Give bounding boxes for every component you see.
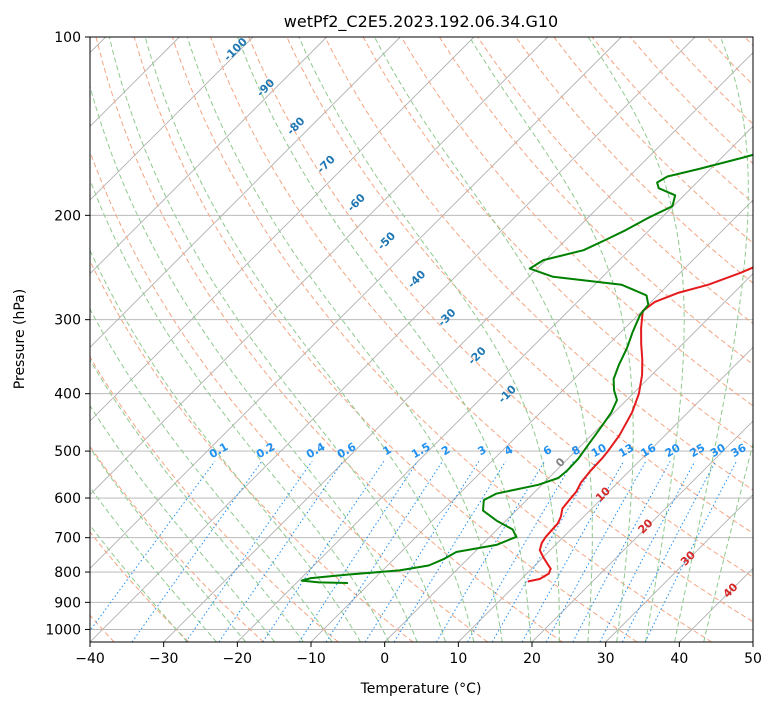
y-tick-label: 200 — [54, 208, 81, 224]
moist-adiabat-line — [144, 37, 475, 642]
x-tick-label: 20 — [523, 651, 541, 667]
mixing-ratio-line — [572, 460, 671, 642]
mixing-ratio-line — [262, 460, 385, 642]
y-tick-label: 500 — [54, 444, 81, 460]
x-tick-label: 10 — [449, 651, 467, 667]
x-axis-label: Temperature (°C) — [360, 681, 482, 697]
mixing-ratio-line — [131, 460, 263, 642]
dry-adiabat-line — [90, 150, 488, 642]
y-tick-label: 300 — [54, 313, 81, 329]
x-tick-label: 40 — [670, 651, 688, 667]
dry-adiabat-line — [248, 37, 753, 578]
mixing-ratio-line — [621, 460, 717, 642]
moist-adiabat-line — [90, 249, 362, 642]
moist-adiabat-line — [108, 37, 446, 642]
x-tick-label: −10 — [296, 651, 326, 667]
plot-frame — [89, 36, 754, 643]
y-tick-label: 100 — [54, 30, 81, 46]
temperature-profile-line — [527, 266, 753, 583]
moist-adiabat-line — [374, 37, 593, 642]
mixing-ratio-line — [545, 460, 647, 642]
y-tick-label: 600 — [54, 491, 81, 507]
moist-adiabat-line — [674, 37, 749, 642]
isotherm-line — [90, 37, 622, 569]
moist-adiabat-line — [703, 441, 753, 642]
dry-adiabat-line — [95, 37, 563, 642]
y-tick-label: 800 — [54, 565, 81, 581]
isotherm-line — [237, 125, 753, 642]
mixing-ratio-line — [90, 460, 216, 632]
y-tick-label: 1000 — [45, 622, 81, 638]
isotherm-line — [163, 52, 753, 642]
dry-adiabat-line — [90, 531, 190, 642]
x-tick-label: 50 — [744, 651, 762, 667]
moist-adiabat-line — [90, 404, 276, 642]
chart-title: wetPf2_C2E5.2023.192.06.34.G10 — [284, 12, 558, 32]
isotherm-line — [90, 37, 327, 275]
mixing-ratio-line — [393, 460, 507, 642]
mixing-ratio-line — [644, 460, 737, 642]
x-tick-label: 0 — [380, 651, 389, 667]
moist-adiabat-line — [186, 37, 503, 642]
isotherm-line — [90, 37, 548, 496]
mixing-ratio-line — [298, 460, 419, 642]
moist-adiabat-line — [90, 358, 304, 642]
moist-adiabat-line — [587, 37, 685, 642]
isotherm-line — [90, 37, 254, 201]
y-axis-label: Pressure (hPa) — [12, 289, 28, 389]
moist-adiabat-line — [90, 308, 333, 642]
x-tick-label: 30 — [597, 651, 615, 667]
dewpoint-profile-line — [300, 153, 753, 584]
y-axis-ticks: 100 200 300 400 500 600 700 800 900 1000 — [45, 30, 90, 638]
dry-adiabat-line — [90, 356, 339, 642]
isotherm-line — [605, 494, 753, 642]
mixing-ratio-line — [325, 460, 444, 642]
dry-adiabat-line — [438, 37, 753, 366]
profile-lines — [300, 153, 753, 584]
y-tick-label: 900 — [54, 595, 81, 611]
mixing-ratio-line — [599, 460, 696, 642]
dry-adiabat-line — [171, 37, 712, 642]
isotherm-line — [531, 420, 753, 642]
dry-adiabat-line — [90, 445, 264, 642]
y-tick-label: 700 — [54, 531, 81, 547]
x-axis-ticks: −40 −30 −20 −10 0 10 20 30 40 50 — [75, 642, 762, 667]
y-tick-label: 400 — [54, 387, 81, 403]
moist-adiabat-line — [237, 37, 532, 642]
isotherm-line — [90, 37, 475, 422]
dry-adiabat-line — [515, 37, 753, 284]
x-tick-label: −40 — [75, 651, 105, 667]
isotherm-line — [90, 37, 401, 348]
moist-adiabat-line — [90, 447, 247, 642]
isotherm-line — [384, 273, 753, 642]
isotherm-line — [458, 346, 753, 642]
mixing-ratio-line — [364, 460, 480, 642]
dry-adiabat-line — [400, 37, 753, 407]
moist-adiabat-line — [90, 178, 390, 642]
dry-adiabat-line — [324, 37, 753, 491]
x-tick-label: −30 — [149, 651, 179, 667]
moist-adiabat-line — [298, 37, 560, 642]
plot-area — [90, 37, 753, 642]
mixing-ratio-line — [521, 460, 625, 642]
dry-adiabat-line — [210, 37, 753, 623]
x-tick-label: −20 — [223, 651, 253, 667]
dry-adiabat-line — [133, 37, 638, 642]
